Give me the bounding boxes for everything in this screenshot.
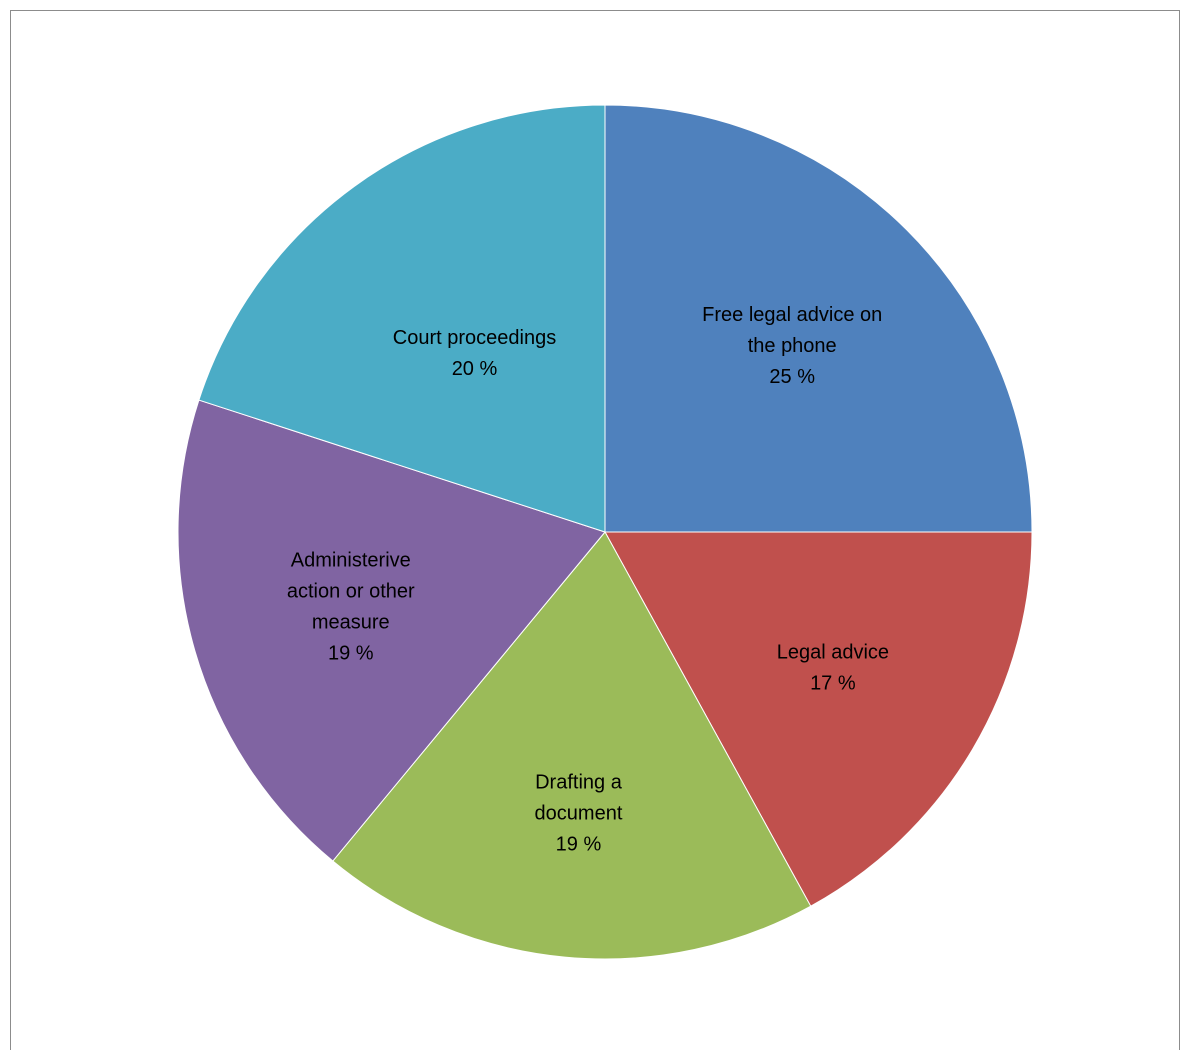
pie-category-label-line: Legal advice <box>777 641 889 663</box>
pie-label-drafting-a-document: Drafting a document 19 % <box>535 772 623 856</box>
pie-label-court-proceedings: Court proceedings 20 % <box>393 327 556 380</box>
pie-value-label: 20 % <box>452 358 498 380</box>
pie-category-label-line: Free legal advice on <box>702 304 882 326</box>
pie-label-legal-advice: Legal advice 17 % <box>777 641 889 694</box>
pie-slice-administerive-action-or-other-measure <box>177 399 606 862</box>
pie-label-administerive-action-or-other-measure: Administerive action or other measure 19 % <box>287 549 415 664</box>
pie-slice-legal-advice <box>604 531 1033 907</box>
pie-value-label: 19 % <box>328 642 374 664</box>
pie-value-label: 25 % <box>769 366 815 388</box>
pie-value-label: 19 % <box>556 834 602 856</box>
pie-label-free-legal-advice-on-the-phone: Free legal advice on the phone 25 % <box>702 304 882 388</box>
pie-labels: Free legal advice on the phone 25 % Legal a… <box>287 304 889 856</box>
pie-category-label-line: action or other <box>287 580 415 602</box>
pie-category-label-line: document <box>535 803 623 825</box>
pie-slice-court-proceedings <box>198 104 606 533</box>
pie-category-label-line: Administerive <box>291 549 411 571</box>
pie-slices <box>177 104 1033 960</box>
pie-slice-drafting-a-document <box>332 531 812 960</box>
pie-value-label: 17 % <box>810 672 856 694</box>
pie-slice-free-legal-advice-on-the-phone <box>604 104 1033 533</box>
pie-category-label-line: measure <box>312 611 390 633</box>
pie-category-label-line: the phone <box>748 335 837 357</box>
pie-category-label-line: Court proceedings <box>393 327 556 349</box>
pie-category-label-line: Drafting a <box>535 772 623 794</box>
